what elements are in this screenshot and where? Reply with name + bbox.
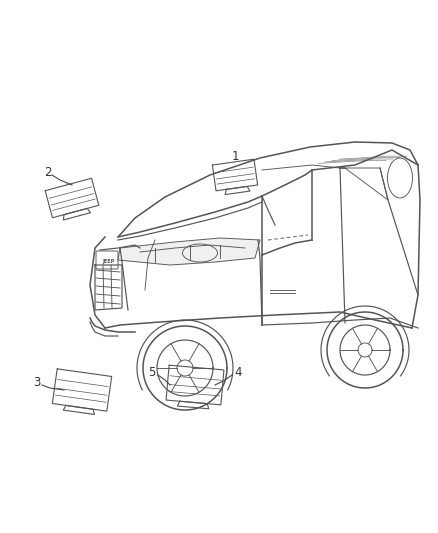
Text: 1: 1 bbox=[231, 150, 239, 164]
Text: 3: 3 bbox=[33, 376, 41, 390]
Text: 4: 4 bbox=[234, 366, 242, 378]
Text: 2: 2 bbox=[44, 166, 52, 179]
Polygon shape bbox=[118, 238, 260, 265]
Text: 5: 5 bbox=[148, 366, 155, 378]
Text: JEEP: JEEP bbox=[102, 259, 114, 264]
